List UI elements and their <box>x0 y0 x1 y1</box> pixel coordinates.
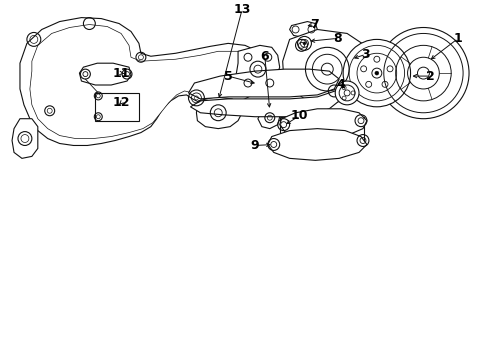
Polygon shape <box>196 97 242 129</box>
Text: 3: 3 <box>362 48 370 61</box>
Circle shape <box>343 39 411 107</box>
Polygon shape <box>283 30 371 104</box>
Circle shape <box>378 27 469 119</box>
Text: 9: 9 <box>250 139 259 152</box>
Text: 5: 5 <box>224 69 233 82</box>
Polygon shape <box>191 91 339 117</box>
Text: 6: 6 <box>261 50 269 63</box>
Circle shape <box>335 81 359 105</box>
Polygon shape <box>280 109 367 136</box>
Polygon shape <box>268 129 367 160</box>
Text: 2: 2 <box>426 69 435 82</box>
Circle shape <box>375 71 379 75</box>
Polygon shape <box>258 107 280 129</box>
Text: 11: 11 <box>112 67 130 80</box>
Polygon shape <box>189 69 339 99</box>
Polygon shape <box>290 22 318 37</box>
Text: 10: 10 <box>291 109 308 122</box>
Polygon shape <box>20 18 268 145</box>
Polygon shape <box>30 24 256 139</box>
Circle shape <box>303 42 306 45</box>
Text: 7: 7 <box>310 18 319 31</box>
Text: 13: 13 <box>233 3 251 16</box>
Text: 4: 4 <box>337 77 345 90</box>
Polygon shape <box>12 119 38 158</box>
Text: 12: 12 <box>112 96 130 109</box>
Polygon shape <box>79 63 131 85</box>
Text: 8: 8 <box>333 32 342 45</box>
Polygon shape <box>236 45 280 91</box>
Text: 1: 1 <box>454 32 463 45</box>
